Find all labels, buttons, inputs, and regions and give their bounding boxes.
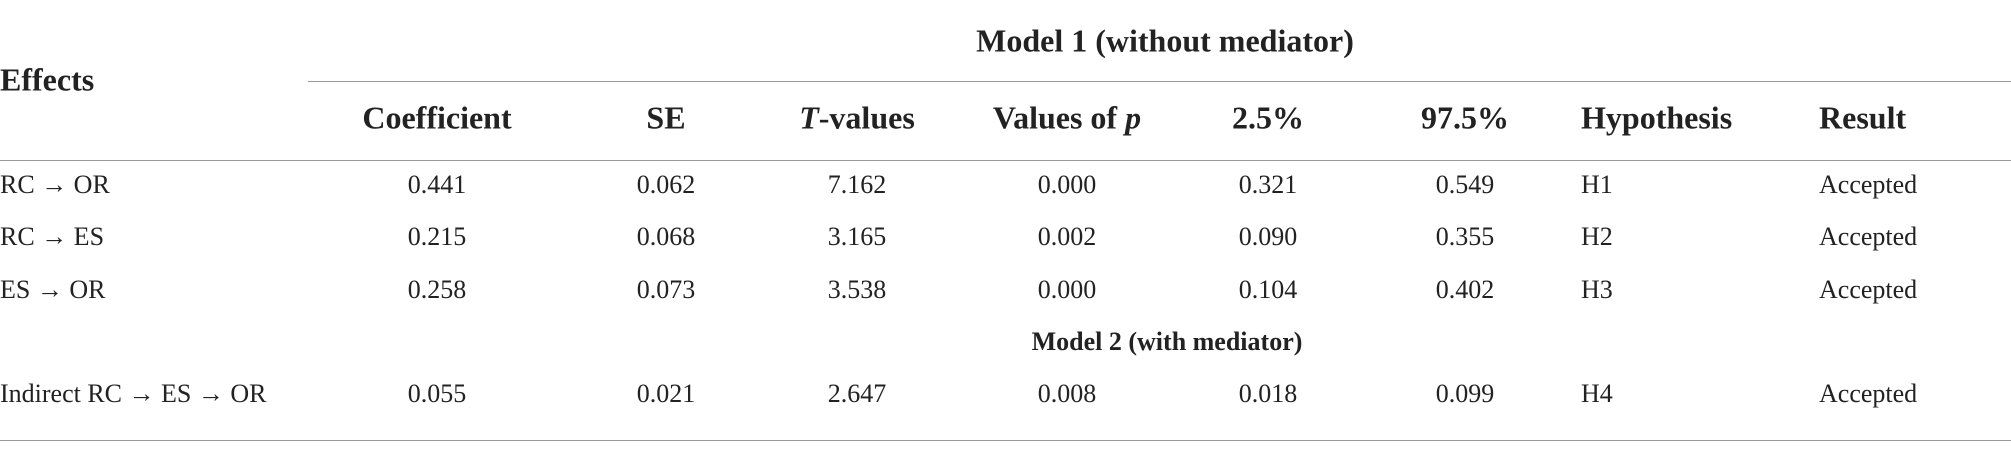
column-header: Hypothesis — [1581, 100, 1732, 137]
cell: 0.549 — [1435, 170, 1495, 199]
cell: 0.090 — [1238, 222, 1298, 251]
cell: Accepted — [1819, 222, 1918, 251]
cell: 0.104 — [1238, 275, 1298, 304]
column-header: 2.5% — [1232, 100, 1304, 137]
cell: 0.321 — [1238, 170, 1298, 199]
cell: 2.647 — [827, 379, 887, 408]
column-header-part: -values — [818, 99, 915, 136]
cell: 0.068 — [636, 222, 696, 251]
top-group-rule — [308, 81, 2011, 82]
bottom-rule — [0, 440, 2011, 441]
cell: H4 — [1581, 379, 1613, 408]
cell: 0.258 — [407, 275, 467, 304]
cell: 0.002 — [1037, 222, 1097, 251]
header-rule — [0, 160, 2011, 161]
row-label: Indirect RC → ES → OR — [0, 379, 267, 408]
column-header-part: Values of — [992, 99, 1126, 136]
section-header: Model 2 (with mediator) — [1031, 327, 1303, 356]
cell: Accepted — [1819, 275, 1918, 304]
column-header: T-values — [799, 100, 915, 137]
column-header-part: T — [799, 99, 819, 136]
cell: 0.215 — [407, 222, 467, 251]
column-header-part: Hypothesis — [1581, 99, 1733, 136]
column-header-part: p — [1125, 99, 1142, 136]
cell: H2 — [1581, 222, 1613, 251]
column-header-part: Result — [1819, 99, 1907, 136]
group-header: Model 1 (without mediator) — [976, 22, 1354, 59]
column-header: Coefficient — [362, 100, 511, 137]
column-header-part: Coefficient — [362, 99, 512, 136]
row-label: ES → OR — [0, 275, 106, 304]
row-label: RC → OR — [0, 170, 110, 199]
cell: 0.021 — [636, 379, 696, 408]
cell: 0.441 — [407, 170, 467, 199]
column-header-part: 97.5% — [1421, 99, 1509, 136]
column-header: Result — [1819, 100, 1906, 137]
cell: 0.062 — [636, 170, 696, 199]
cell: 0.402 — [1435, 275, 1495, 304]
cell: H3 — [1581, 275, 1613, 304]
cell: 0.099 — [1435, 379, 1495, 408]
cell: H1 — [1581, 170, 1613, 199]
cell: 0.000 — [1037, 170, 1097, 199]
cell: 0.008 — [1037, 379, 1097, 408]
cell: 3.538 — [827, 275, 887, 304]
column-header: SE — [646, 100, 685, 137]
column-header-part: SE — [646, 99, 686, 136]
cell: 0.055 — [407, 379, 467, 408]
cell: 3.165 — [827, 222, 887, 251]
cell: 0.073 — [636, 275, 696, 304]
column-header-part: 2.5% — [1232, 99, 1304, 136]
cell: 0.355 — [1435, 222, 1495, 251]
column-header: Values of p — [993, 100, 1141, 137]
column-header: 97.5% — [1421, 100, 1509, 137]
cell: Accepted — [1819, 170, 1918, 199]
stub-header: Effects — [0, 61, 95, 98]
cell: 7.162 — [827, 170, 887, 199]
cell: 0.000 — [1037, 275, 1097, 304]
row-label: RC → ES — [0, 222, 105, 251]
cell: Accepted — [1819, 379, 1918, 408]
cell: 0.018 — [1238, 379, 1298, 408]
